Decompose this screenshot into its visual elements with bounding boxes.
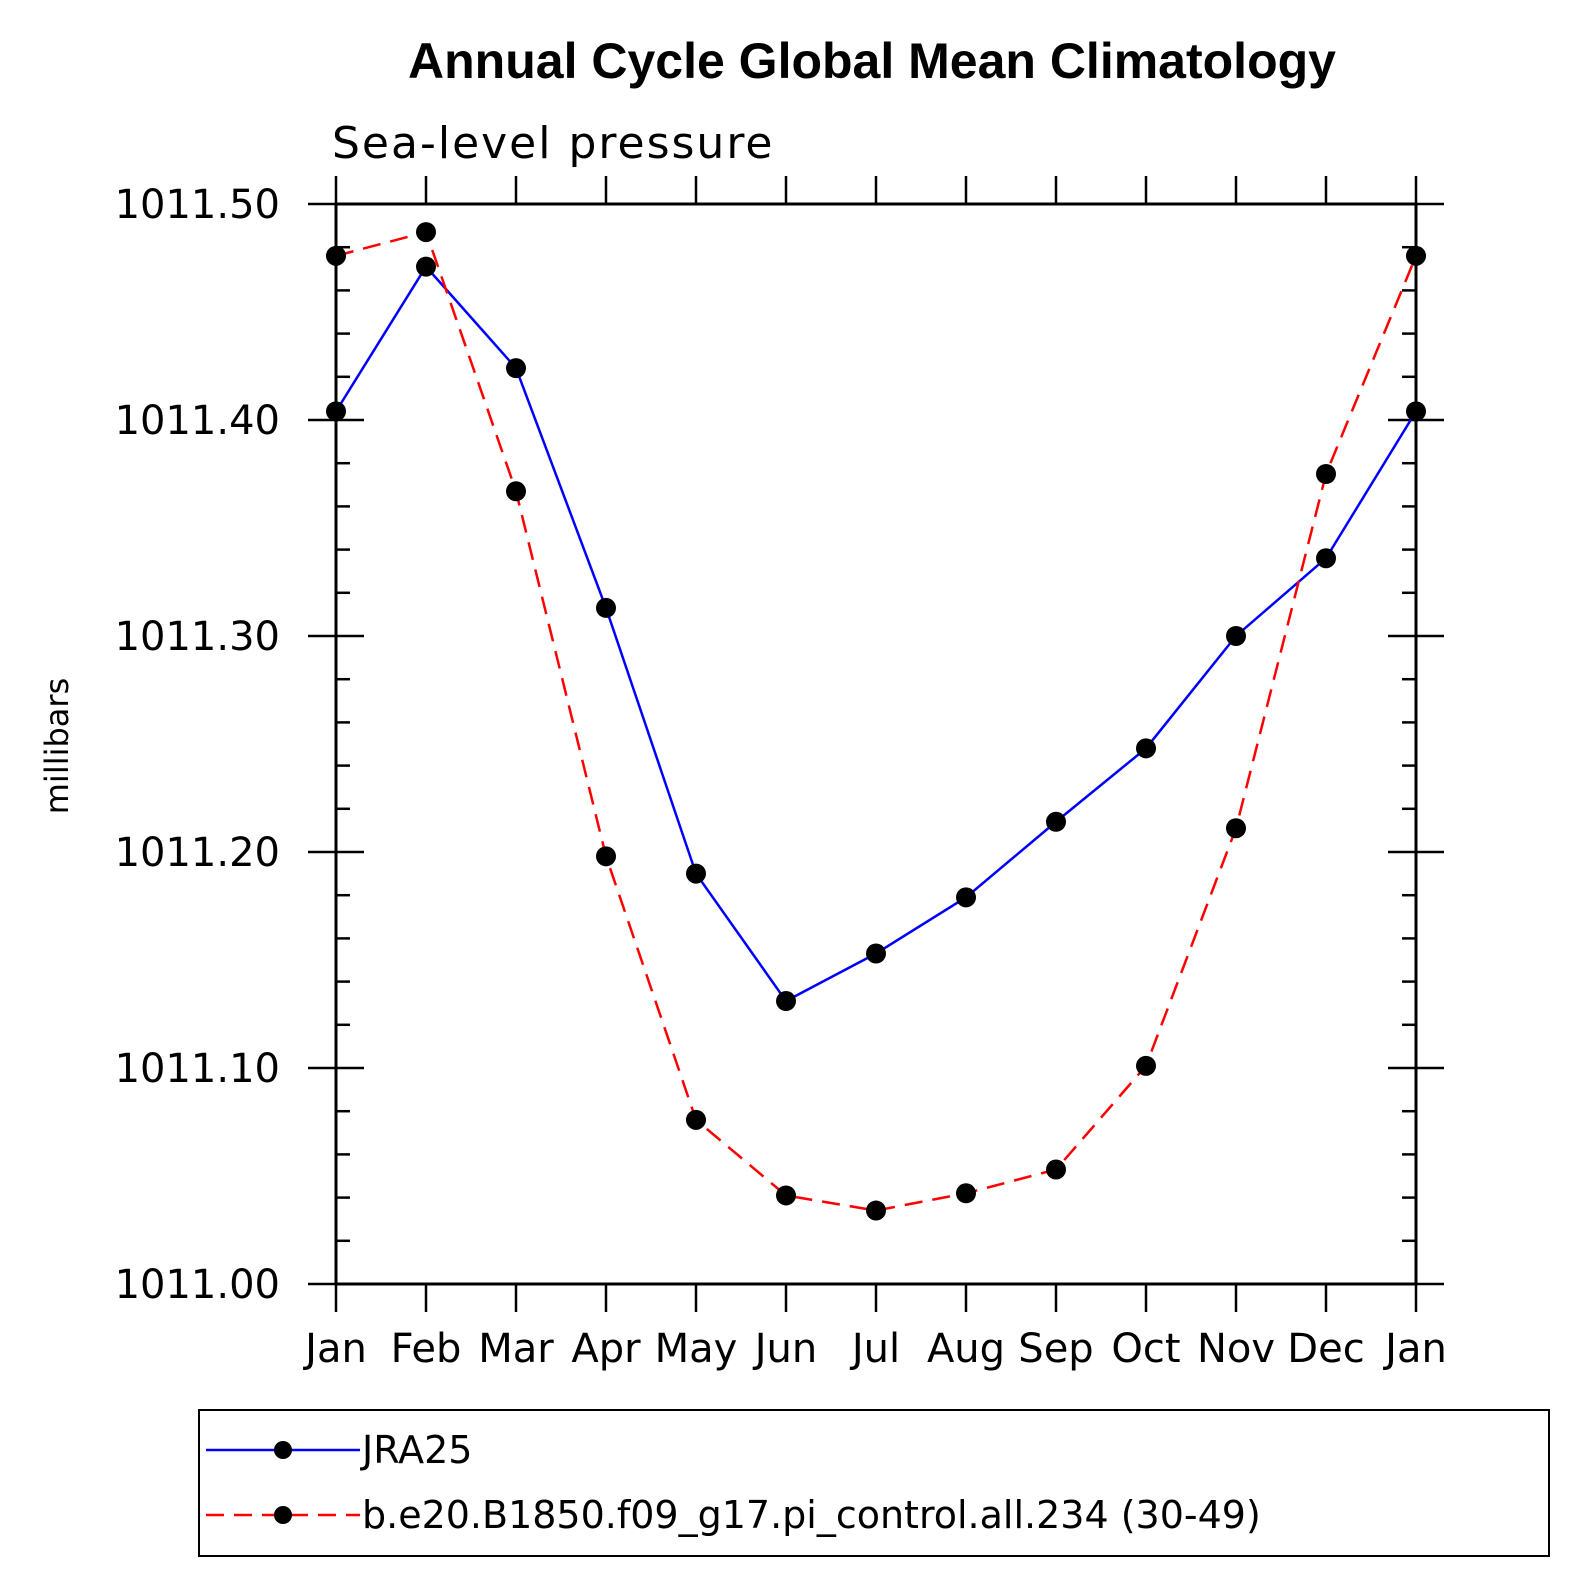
series-line-1 [335,230,1418,1212]
x-tick-label: Jun [752,1326,818,1372]
series-0-point [1406,401,1426,422]
x-tick-label: May [655,1326,738,1372]
series-1-point [866,1200,886,1221]
series-0-point [326,401,346,422]
chart-title: Annual Cycle Global Mean Climatology [408,33,1336,89]
legend-label-model: b.e20.B1850.f09_g17.pi_control.all.234 (… [362,1493,1261,1537]
legend-marker-model [274,1506,292,1524]
legend: JRA25 b.e20.B1850.f09_g17.pi_control.all… [198,1409,1550,1557]
y-tick-label: 1011.30 [115,614,280,660]
chart-subtitle: Sea-level pressure [332,118,775,169]
series-1-point [326,245,346,266]
series-1-point [506,481,526,502]
series-0-point [776,991,796,1012]
x-tick-label: Dec [1287,1326,1364,1372]
series-line-0 [334,264,1418,1003]
series-layer [326,222,1426,1221]
y-tick-labels: 1011.00 1011.10 1011.20 1011.30 1011.40 1011.… [115,182,280,1308]
series-0-point [596,597,616,618]
series-0-point [416,256,436,277]
series-0-point [506,358,526,379]
x-tick-labels: Jan Feb Mar Apr May Jun Jul Aug Sep Oct Nov Dec Jan [302,1326,1447,1372]
series-1-point [596,846,616,867]
series-0-point [956,887,976,908]
x-tick-label: Jan [1382,1326,1447,1372]
series-1-point [1046,1159,1066,1180]
series-0-point [866,943,886,964]
series-1-point [416,222,436,243]
series-1-point [1316,464,1336,484]
series-0-point [1046,811,1066,832]
series-0-point [686,863,706,884]
y-tick-label: 1011.50 [115,182,280,228]
series-1-point [1136,1055,1156,1076]
y-tick-label: 1011.20 [115,830,280,876]
series-1-point [1406,245,1426,266]
y-tick-label: 1011.10 [115,1046,280,1092]
y-axis-label: millibars [38,678,76,814]
x-tick-label: Aug [927,1326,1005,1372]
x-tick-label: Apr [571,1326,641,1372]
x-tick-label: Nov [1197,1326,1275,1372]
series-1-point [956,1183,976,1204]
x-tick-label: Sep [1018,1326,1093,1372]
series-0-point [1316,548,1336,569]
x-tick-label: Mar [478,1326,554,1372]
legend-label-jra25: JRA25 [360,1428,472,1472]
x-tick-label: Oct [1111,1326,1180,1372]
series-1-point [686,1109,706,1130]
x-tick-label: Feb [391,1326,462,1372]
x-tick-label: Jul [849,1326,900,1372]
y-tick-label: 1011.40 [115,398,280,444]
series-1-point [1226,818,1246,839]
axis-ticks [308,176,1444,1312]
legend-box [198,1409,1550,1557]
x-tick-label: Jan [302,1326,367,1372]
y-tick-label: 1011.00 [115,1262,280,1308]
plot-frame [334,202,1418,1286]
series-1-point [776,1185,796,1206]
legend-marker-jra25 [274,1441,292,1459]
series-0-point [1226,626,1246,646]
series-0-point [1136,738,1156,759]
